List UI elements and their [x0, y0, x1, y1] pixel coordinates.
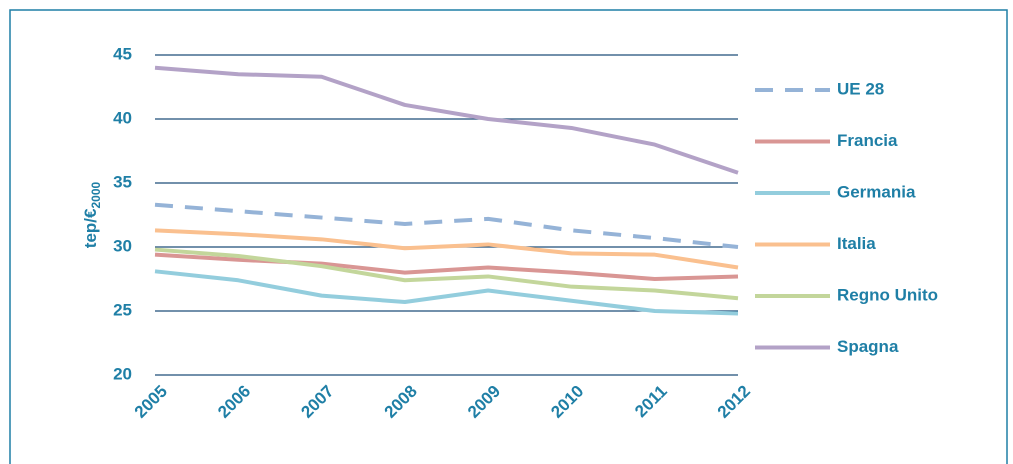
- y-tick-label: 30: [113, 236, 132, 255]
- y-axis-label-main: tep/€: [81, 208, 100, 248]
- legend-label: Spagna: [837, 337, 899, 356]
- y-axis-label: tep/€2000: [81, 181, 103, 248]
- x-tick-label: 2011: [631, 382, 671, 422]
- y-tick-label: 45: [113, 44, 132, 63]
- x-tick-label: 2008: [381, 382, 421, 422]
- legend-label: Italia: [837, 234, 876, 253]
- series-line: [154, 247, 739, 301]
- x-tick-label: 2010: [547, 382, 587, 422]
- x-tick-label: 2007: [297, 382, 337, 422]
- y-tick-label: 40: [113, 108, 132, 127]
- series-line: [154, 252, 739, 281]
- x-tick-label: 2012: [714, 382, 754, 422]
- series-line: [154, 65, 739, 175]
- y-tick-label: 35: [113, 172, 132, 191]
- legend-label: Germania: [837, 182, 916, 201]
- frame: [9, 9, 1008, 464]
- legend-label: Regno Unito: [837, 285, 938, 304]
- x-tick-label: 2005: [131, 382, 171, 422]
- x-tick-label: 2009: [464, 382, 504, 422]
- series-line: [154, 269, 739, 316]
- legend-label: Francia: [837, 131, 898, 150]
- series-line: [154, 228, 739, 270]
- series-line: [154, 202, 739, 249]
- y-tick-label: 25: [113, 300, 132, 319]
- y-axis-label-sub: 2000: [89, 181, 103, 208]
- x-tick-label: 2006: [214, 382, 254, 422]
- legend-label: UE 28: [837, 79, 884, 98]
- y-tick-label: 20: [113, 364, 132, 383]
